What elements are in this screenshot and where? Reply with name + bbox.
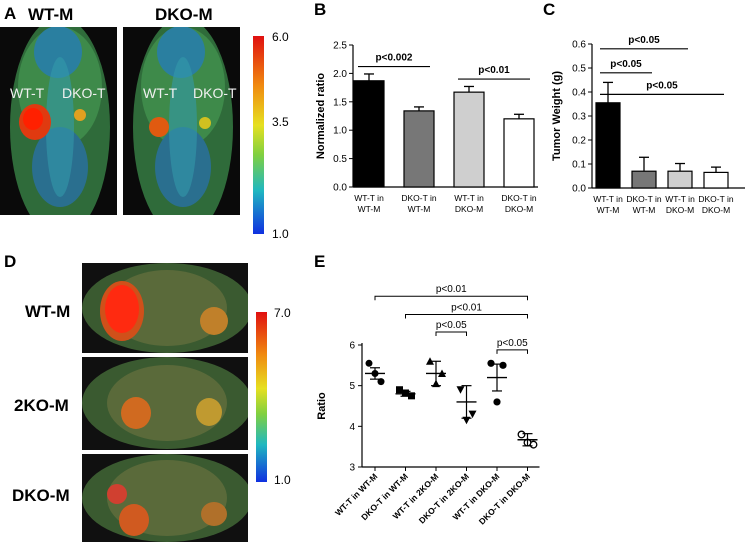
chart-b-y-tick-label: 1.0 xyxy=(333,126,347,137)
chart-c-x-tick-label: DKO-T in xyxy=(698,194,734,204)
colorbar-a-tick-mid: 3.5 xyxy=(272,115,289,129)
chart-c-x-tick-label: DKO-T in xyxy=(626,194,662,204)
chart-e-point xyxy=(456,386,465,394)
chart-e-point xyxy=(377,378,385,386)
chart-e-point xyxy=(468,410,477,419)
panel-c-letter: C xyxy=(543,0,556,19)
chart-b-sig-label: p<0.01 xyxy=(478,65,510,76)
chart-c-y-tick-label: 0.2 xyxy=(572,136,586,147)
colorbar-a-tick-max: 6.0 xyxy=(272,30,289,44)
chart-b-x-tick-label: WT-M xyxy=(408,204,431,214)
chart-e-point xyxy=(517,430,526,439)
chart-b-x-tick-label: DKO-T in xyxy=(401,193,437,203)
colorbar-d-tick-max: 7.0 xyxy=(274,306,291,320)
chart-b: 0.0 0.5 1.0 1.5 2.0 2.5 Normalized ratio WT-T i… xyxy=(315,41,538,214)
panel-b-letter: B xyxy=(314,0,327,19)
colorbar-a-tick-min: 1.0 xyxy=(272,227,289,241)
mouse-image-d-wt-m xyxy=(82,263,248,353)
chart-c-x-tick-label: WT-T in xyxy=(593,194,623,204)
chart-b-y-tick-label: 2.5 xyxy=(333,41,347,52)
chart-c-x-tick-label: WT-T in xyxy=(665,194,695,204)
chart-e-y-tick-label: 4 xyxy=(349,422,355,433)
chart-c-bar xyxy=(703,171,729,189)
chart-b-x-tick-label: WT-T in xyxy=(454,193,484,203)
chart-c-y-axis-label: Tumor Weight (g) xyxy=(551,71,563,161)
chart-b-bar xyxy=(403,110,435,188)
chart-b-bar xyxy=(453,91,485,188)
chart-e-y-tick-label: 5 xyxy=(349,381,355,392)
chart-e-sig-bracket xyxy=(374,295,528,301)
mouse-image-d-dko-m xyxy=(82,454,248,542)
chart-c-y-tick-label: 0.0 xyxy=(572,184,586,195)
colorbar-d xyxy=(256,312,267,482)
chart-c-y-tick-label: 0.3 xyxy=(572,112,586,123)
mouse-image-dko-m: WT-T DKO-T xyxy=(123,27,240,215)
chart-e-point xyxy=(365,359,373,367)
chart-e-point xyxy=(493,398,501,406)
tumor-label-dko-t-2: DKO-T xyxy=(193,85,237,101)
colorbar-d-tick-min: 1.0 xyxy=(274,473,291,487)
chart-e-y-axis-label: Ratio xyxy=(316,392,328,420)
panel-d-row-label-wt-m: WT-M xyxy=(25,302,71,321)
chart-c-y-tick-label: 0.5 xyxy=(572,64,586,75)
chart-c-sig-label: p<0.05 xyxy=(628,35,660,46)
chart-e-sig-label: p<0.01 xyxy=(436,284,467,295)
mouse-image-d-2ko-m xyxy=(82,357,248,450)
chart-c: 0.0 0.1 0.2 0.3 0.4 0.5 0.6 Tumor Weight (g) WT-… xyxy=(551,35,745,215)
chart-c-x-tick-label: DKO-M xyxy=(702,205,730,215)
chart-b-y-axis-label: Normalized ratio xyxy=(315,73,327,159)
chart-c-sig-label: p<0.05 xyxy=(610,59,642,70)
chart-b-x-tick-label: WT-M xyxy=(358,204,381,214)
chart-e-point xyxy=(499,361,507,369)
panel-d-row-label-dko-m: DKO-M xyxy=(12,486,70,505)
chart-b-y-tick-label: 0.0 xyxy=(333,183,347,194)
chart-c-y-tick-label: 0.1 xyxy=(572,160,586,171)
chart-e-sig-bracket xyxy=(496,349,528,354)
panel-a-title-dko-m: DKO-M xyxy=(155,5,213,24)
chart-e-sig-label: p<0.05 xyxy=(497,338,528,349)
tumor-label-wt-t-2: WT-T xyxy=(143,85,178,101)
chart-c-bar xyxy=(595,102,621,189)
tumor-label-dko-t: DKO-T xyxy=(62,85,106,101)
chart-b-x-tick-label: DKO-M xyxy=(455,204,483,214)
tumor-label-wt-t: WT-T xyxy=(10,85,45,101)
chart-e-point xyxy=(408,392,415,400)
chart-b-bar xyxy=(503,118,535,188)
chart-c-y-tick-label: 0.6 xyxy=(572,40,586,51)
chart-c-bar xyxy=(667,170,693,189)
chart-c-bar xyxy=(631,170,657,189)
chart-c-y-tick-label: 0.4 xyxy=(572,88,586,99)
chart-b-y-tick-label: 1.5 xyxy=(333,97,347,108)
chart-b-y-tick-label: 2.0 xyxy=(333,69,347,80)
panel-d-letter: D xyxy=(4,252,17,271)
mouse-image-wt-m: WT-T DKO-T xyxy=(0,27,117,215)
chart-b-sig-label: p<0.002 xyxy=(376,53,413,64)
panel-a-title-wt-m: WT-M xyxy=(28,5,74,24)
panel-d-row-label-2ko-m: 2KO-M xyxy=(14,396,69,415)
chart-b-y-tick-label: 0.5 xyxy=(333,154,347,165)
chart-b-bar xyxy=(353,80,385,188)
chart-e-y-tick-label: 6 xyxy=(349,341,355,352)
chart-e-sig-label: p<0.05 xyxy=(436,320,467,331)
panel-e-letter: E xyxy=(314,252,326,271)
chart-c-x-tick-label: DKO-M xyxy=(666,205,694,215)
chart-e-sig-bracket xyxy=(435,331,467,336)
chart-e-sig-label: p<0.01 xyxy=(451,303,482,314)
chart-b-x-tick-label: DKO-M xyxy=(505,204,533,214)
chart-c-x-tick-label: WT-M xyxy=(633,205,656,215)
chart-e-sig-bracket xyxy=(405,314,528,319)
chart-c-sig-label: p<0.05 xyxy=(646,80,678,91)
panel-a-letter: A xyxy=(4,4,17,23)
chart-c-x-tick-label: WT-M xyxy=(597,205,620,215)
chart-e-point xyxy=(426,357,434,365)
chart-e-point xyxy=(487,359,495,367)
chart-e-point xyxy=(396,386,403,394)
chart-b-x-tick-label: DKO-T in xyxy=(501,193,537,203)
chart-b-x-tick-label: WT-T in xyxy=(354,193,384,203)
chart-e-y-tick-label: 3 xyxy=(349,463,355,474)
colorbar-a xyxy=(253,36,264,234)
